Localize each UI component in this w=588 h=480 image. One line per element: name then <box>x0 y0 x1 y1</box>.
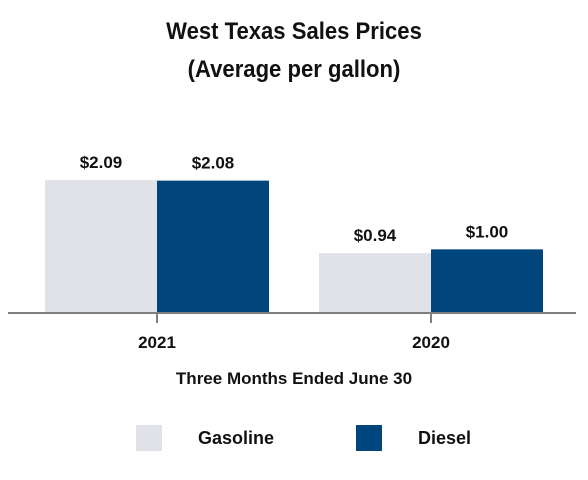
x-tick-label-2020: 2020 <box>412 333 450 352</box>
bars-layer: $2.09 $2.08 $0.94 $1.00 <box>45 153 543 313</box>
x-tick-label-2021: 2021 <box>138 333 176 352</box>
legend-swatch-gasoline <box>136 425 162 451</box>
bar-gasoline-2020 <box>319 253 431 313</box>
data-label-diesel-2020: $1.00 <box>466 222 509 241</box>
legend-label-diesel: Diesel <box>418 428 471 448</box>
legend-swatch-diesel <box>356 425 382 451</box>
chart-title: West Texas Sales Prices <box>166 18 422 45</box>
bar-gasoline-2021 <box>45 180 157 313</box>
legend-label-gasoline: Gasoline <box>198 428 274 448</box>
data-label-diesel-2021: $2.08 <box>192 154 235 173</box>
x-axis-label: Three Months Ended June 30 <box>176 369 412 388</box>
bar-diesel-2020 <box>431 249 543 313</box>
bar-diesel-2021 <box>157 180 269 313</box>
data-label-gasoline-2021: $2.09 <box>80 153 123 172</box>
data-label-gasoline-2020: $0.94 <box>354 226 397 245</box>
ticks-layer: 2021 2020 <box>138 313 450 352</box>
legend: Gasoline Diesel <box>136 425 471 451</box>
chart-subtitle: (Average per gallon) <box>187 56 401 83</box>
